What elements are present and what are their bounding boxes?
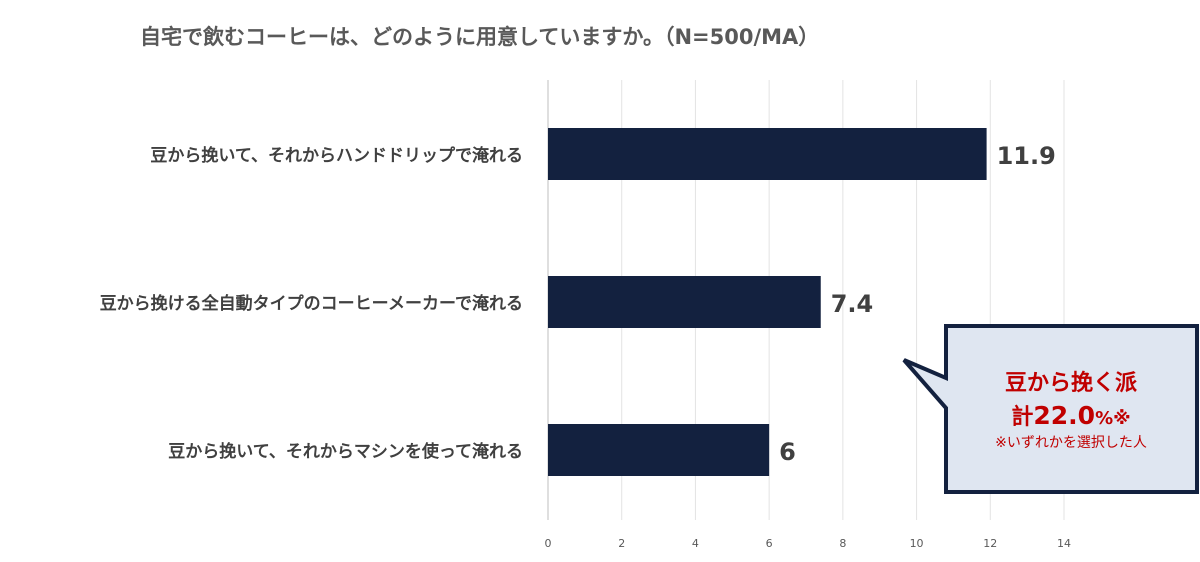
x-tick-label: 6	[766, 537, 773, 550]
x-tick-label: 8	[839, 537, 846, 550]
category-label: 豆から挽いて、それからマシンを使って淹れる	[168, 441, 523, 462]
category-label: 豆から挽いて、それからハンドドリップで淹れる	[150, 145, 523, 166]
value-label: 6	[779, 438, 796, 466]
callout-prefix: 計	[1011, 404, 1033, 430]
category-label: 豆から挽ける全自動タイプのコーヒーメーカーで淹れる	[100, 293, 523, 314]
callout-bubble	[902, 324, 1199, 494]
callout-note: ※いずれかを選択した人	[995, 435, 1147, 451]
x-tick-label: 10	[910, 537, 924, 550]
bar	[548, 424, 770, 476]
callout-total-value: 22.0	[1033, 401, 1095, 430]
callout-line1: 豆から挽く派	[1005, 371, 1137, 396]
value-label: 7.4	[831, 290, 874, 318]
x-axis-ticks: 0 2 4 6 8 10 12 14	[545, 537, 1072, 550]
bar	[548, 276, 821, 328]
x-tick-label: 4	[692, 537, 699, 550]
callout-suffix: %※	[1095, 408, 1131, 429]
x-tick-label: 0	[545, 537, 552, 550]
value-label: 11.9	[997, 142, 1056, 170]
bars: 豆から挽いて、それからハンドドリップで淹れる 11.9 豆から挽ける全自動タイプのコ…	[100, 128, 1056, 476]
x-tick-label: 12	[983, 537, 997, 550]
x-tick-label: 14	[1057, 537, 1071, 550]
callout: 豆から挽く派 計22.0%※ ※いずれかを選択した人	[902, 324, 1199, 494]
bar	[548, 128, 987, 180]
chart-title: 自宅で飲むコーヒーは、どのように用意していますか。（N=500/MA）	[140, 25, 819, 49]
callout-line2: 計22.0%※	[1011, 401, 1130, 430]
x-tick-label: 2	[618, 537, 625, 550]
